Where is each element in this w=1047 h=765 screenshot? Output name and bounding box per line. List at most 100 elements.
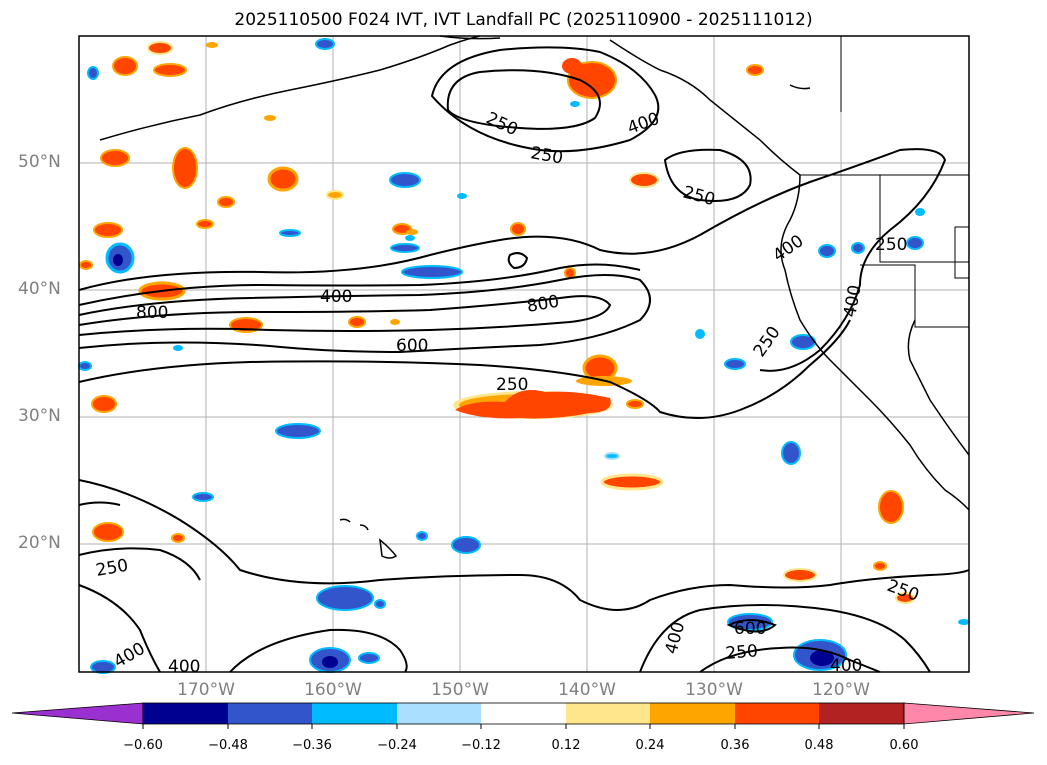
pc-positive-area xyxy=(783,568,817,582)
pc-negative-area xyxy=(87,66,99,80)
colorbar-tick-label: −0.12 xyxy=(461,738,501,753)
pc-negative-area xyxy=(851,242,865,254)
pc-positive-area xyxy=(206,42,218,48)
pc-positive-area xyxy=(455,389,611,419)
lon-label: 170°W xyxy=(177,680,235,700)
pc-negative-area xyxy=(810,650,834,666)
lat-label: 20°N xyxy=(18,533,61,553)
colorbar-segment xyxy=(735,703,819,724)
lat-label: 40°N xyxy=(18,279,61,299)
border-states xyxy=(860,264,969,328)
coastlines xyxy=(99,35,970,559)
contour-250-sw xyxy=(78,547,201,581)
pc-negative-area xyxy=(358,652,380,664)
colorbar-tick-label: −0.48 xyxy=(208,738,248,753)
pc-positive-area xyxy=(91,395,117,413)
pc-positive-area xyxy=(564,267,576,279)
colorbar-max-extend xyxy=(903,702,1035,725)
colorbar-segment xyxy=(228,703,312,724)
pc-positive-area xyxy=(267,166,299,192)
pc-positive-area xyxy=(326,190,344,200)
pc-negative-area xyxy=(389,172,421,188)
colorbar-segment xyxy=(481,703,566,724)
map-title: 2025110500 F024 IVT, IVT Landfall PC (20… xyxy=(234,10,813,30)
pc-negative-area xyxy=(405,235,415,241)
shaded-anomalies xyxy=(78,38,970,674)
colorbar-segment xyxy=(650,703,735,724)
contour-label: 250 xyxy=(875,235,907,255)
pc-negative-area xyxy=(390,243,420,253)
pc-positive-area xyxy=(510,222,526,236)
pc-positive-area xyxy=(171,533,185,543)
contour-label: 400 xyxy=(830,656,862,676)
contour-400-se xyxy=(639,604,931,673)
colorbar-tick-label: 0.24 xyxy=(635,738,665,753)
contour-250-ne xyxy=(663,148,752,202)
colorbar-segment xyxy=(566,703,650,724)
pc-negative-area xyxy=(192,492,214,502)
colorbar-frame xyxy=(142,702,905,725)
pc-positive-area xyxy=(600,473,664,491)
coastline-islands xyxy=(789,84,811,90)
pc-positive-area xyxy=(264,115,276,121)
colorbar xyxy=(11,702,1035,729)
pc-negative-area xyxy=(727,613,773,631)
pc-positive-area xyxy=(567,61,617,99)
lon-label: 120°W xyxy=(812,680,870,700)
pc-positive-area xyxy=(112,56,138,76)
pc-positive-area xyxy=(196,219,214,229)
pc-negative-area xyxy=(279,229,301,237)
pc-negative-area xyxy=(401,265,463,279)
colorbar-min-extend xyxy=(11,702,144,725)
colorbar-tick-label: 0.36 xyxy=(720,738,750,753)
pc-negative-area xyxy=(275,423,321,439)
contour-label: 600 xyxy=(396,336,428,356)
pc-positive-area xyxy=(79,260,93,270)
pc-positive-area xyxy=(348,316,366,328)
colorbar-tick-label: 0.48 xyxy=(804,738,834,753)
pc-positive-area xyxy=(746,64,764,76)
pc-positive-area xyxy=(153,63,187,77)
pc-negative-area xyxy=(604,452,620,460)
colorbar-segment xyxy=(819,703,904,724)
colorbar-tick-label: −0.36 xyxy=(292,738,332,753)
ivt-contours xyxy=(78,46,970,673)
pc-negative-area xyxy=(316,585,374,611)
pc-negative-area xyxy=(781,441,801,465)
pc-negative-area xyxy=(416,531,428,541)
pc-positive-area xyxy=(562,58,582,74)
pc-positive-area xyxy=(172,147,198,189)
pc-positive-area xyxy=(406,229,418,235)
contour-600-se xyxy=(726,619,777,633)
contour-label: 250 xyxy=(496,375,528,395)
pc-negative-area xyxy=(315,38,335,50)
pc-positive-area xyxy=(92,522,124,542)
contour-400-gulf xyxy=(430,46,660,153)
contour-400-sw xyxy=(78,584,161,673)
lat-label: 50°N xyxy=(18,152,61,172)
contour-250-main xyxy=(78,148,947,372)
hawaii-island xyxy=(379,538,398,559)
colorbar-segment xyxy=(143,703,228,724)
map-background xyxy=(79,36,969,672)
graticule xyxy=(79,36,969,672)
colorbar-segment xyxy=(397,703,481,724)
lon-label: 130°W xyxy=(685,680,743,700)
colorbar-tick-label: −0.60 xyxy=(123,738,163,753)
pc-positive-area xyxy=(390,319,400,325)
contour-800 xyxy=(78,295,612,336)
map-frame xyxy=(78,35,970,673)
contour-label: 400 xyxy=(168,657,200,677)
hawaii-island xyxy=(359,524,369,531)
contour-small xyxy=(507,252,529,270)
contour-250-se2 xyxy=(699,646,881,673)
pc-positive-area xyxy=(626,399,644,409)
lon-label: 150°W xyxy=(431,680,489,700)
pc-negative-area xyxy=(724,358,746,370)
pc-positive-area xyxy=(100,149,130,167)
pc-negative-area xyxy=(322,656,338,668)
lat-label: 30°N xyxy=(18,406,61,426)
pc-positive-area xyxy=(629,172,659,188)
colorbar-tick-label: 0.12 xyxy=(551,738,581,753)
pc-positive-area xyxy=(873,561,887,571)
